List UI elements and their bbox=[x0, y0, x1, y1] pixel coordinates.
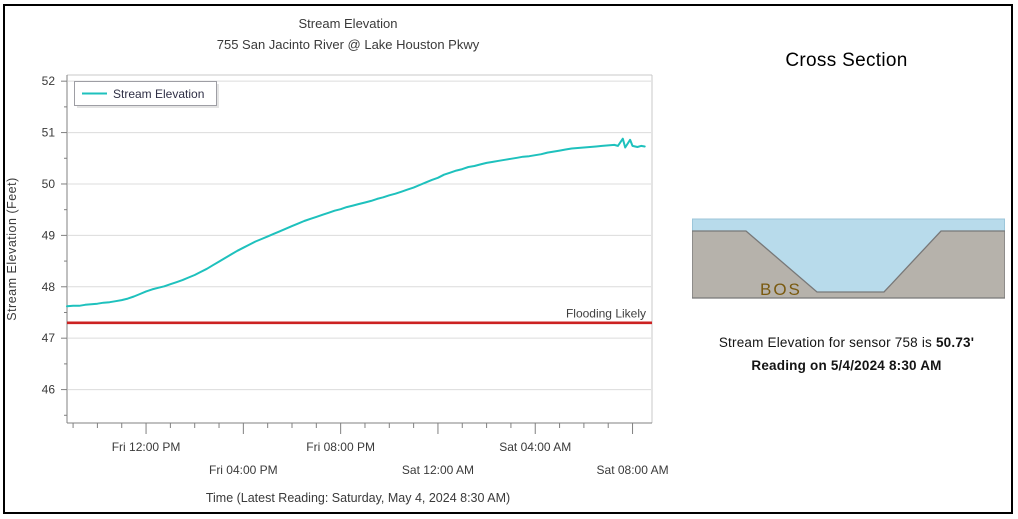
y-tick-label: 47 bbox=[42, 331, 56, 345]
bos-label: BOS bbox=[760, 280, 802, 299]
sensor-reading-line2: Reading on 5/4/2024 8:30 AM bbox=[751, 358, 942, 373]
chart-title: Stream Elevation bbox=[299, 16, 398, 31]
y-tick-label: 52 bbox=[42, 74, 56, 88]
x-tick-label: Sat 04:00 AM bbox=[499, 440, 571, 454]
threshold-label: Flooding Likely bbox=[566, 307, 646, 321]
legend-label: Stream Elevation bbox=[113, 87, 204, 101]
x-tick-label: Fri 04:00 PM bbox=[209, 463, 278, 477]
sensor-reading-value: 50.73' bbox=[935, 335, 975, 350]
y-tick-label: 50 bbox=[42, 177, 56, 191]
y-axis-title: Stream Elevation (Feet) bbox=[5, 177, 19, 321]
chart-subtitle: 755 San Jacinto River @ Lake Houston Pkw… bbox=[217, 37, 480, 52]
cross-section-title: Cross Section bbox=[785, 50, 908, 71]
channel-banks bbox=[692, 230, 1005, 299]
sensor-reading: Stream Elevation for sensor 758 is 50.73… bbox=[680, 331, 1013, 377]
sensor-reading-line1: Stream Elevation for sensor 758 is 50.73… bbox=[680, 331, 1013, 354]
y-tick-label: 46 bbox=[42, 383, 56, 397]
y-tick-label: 48 bbox=[42, 280, 56, 294]
stream-elevation-line bbox=[66, 137, 646, 308]
x-axis-title: Time (Latest Reading: Saturday, May 4, 2… bbox=[206, 491, 510, 505]
x-tick-label: Fri 08:00 PM bbox=[306, 440, 375, 454]
cross-section-diagram: BOS bbox=[692, 218, 1005, 299]
y-tick-label: 51 bbox=[42, 126, 56, 140]
y-tick-label: 49 bbox=[42, 228, 56, 242]
x-tick-label: Sat 12:00 AM bbox=[402, 463, 474, 477]
stream-elevation-chart: 46 47 48 49 50 51 52 Fri 12:00 PM Fri 04:00 PM Fr… bbox=[5, 16, 669, 505]
x-tick-label: Fri 12:00 PM bbox=[112, 440, 181, 454]
sensor-reading-prefix: Stream Elevation for sensor 758 is bbox=[718, 335, 936, 350]
x-tick-label: Sat 08:00 AM bbox=[597, 463, 669, 477]
cross-section-panel: Cross Section BOS Stream Elevation for s… bbox=[680, 0, 1013, 519]
